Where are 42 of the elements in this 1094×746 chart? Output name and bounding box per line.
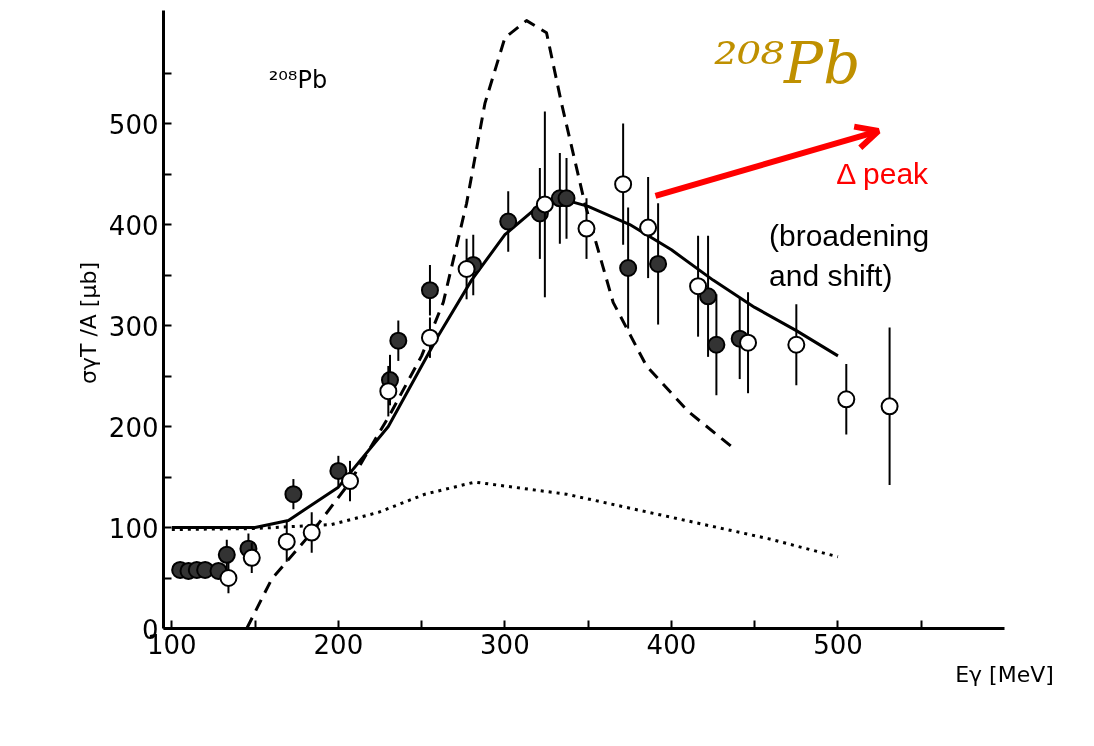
point (577, 219, 596, 238)
point (219, 569, 238, 587)
point (389, 331, 408, 350)
point (329, 461, 348, 480)
point (420, 328, 439, 347)
point (739, 333, 758, 352)
point (341, 472, 360, 491)
y-axis-title: σγT /A [μb] (75, 262, 101, 384)
annotation: ²⁰⁸Pb (714, 29, 861, 98)
point (284, 485, 303, 504)
annotation: ²⁰⁸Pb (268, 65, 328, 94)
y-tick-label: 100 (108, 513, 159, 544)
point (837, 390, 856, 409)
point (614, 175, 633, 194)
point (302, 523, 321, 542)
y-tick-label: 200 (108, 412, 159, 443)
point (242, 548, 261, 567)
point (880, 397, 899, 416)
point (457, 260, 476, 278)
point (787, 335, 806, 354)
annotation: Δ peak (836, 156, 930, 190)
point (649, 254, 668, 273)
x-tick-label: 400 (646, 629, 697, 660)
point (707, 335, 726, 354)
x-tick-label: 200 (313, 629, 364, 660)
point (535, 195, 554, 214)
point (619, 259, 638, 277)
point (689, 277, 708, 296)
x-tick-label: 300 (480, 629, 530, 660)
x-tick-label: 500 (813, 629, 863, 660)
point (557, 189, 576, 208)
point (420, 281, 439, 300)
x-axis-title: Eγ [MeV] (955, 661, 1054, 687)
y-tick-label: 500 (108, 109, 159, 140)
point (379, 382, 398, 401)
y-tick-label: 400 (108, 210, 159, 241)
point (639, 218, 658, 237)
annotation: (broadening and shift) (769, 219, 930, 292)
point (499, 212, 518, 231)
point (217, 545, 236, 564)
point (277, 532, 296, 551)
y-tick-label: 300 (108, 311, 159, 342)
